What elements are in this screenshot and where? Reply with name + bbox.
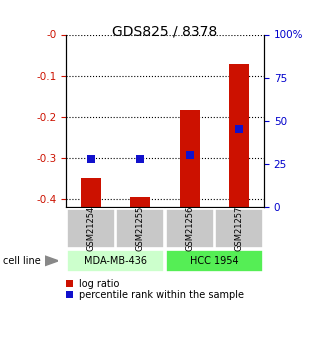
Point [88,156,93,161]
Text: cell line: cell line [3,256,41,266]
Point [237,127,242,132]
Bar [229,65,249,207]
Point [187,152,192,158]
Text: GSM21257: GSM21257 [235,206,244,251]
Text: HCC 1954: HCC 1954 [190,256,239,266]
Polygon shape [45,256,58,266]
Text: MDA-MB-436: MDA-MB-436 [84,256,147,266]
Text: GSM21254: GSM21254 [86,206,95,251]
Text: GSM21255: GSM21255 [136,206,145,251]
Bar [81,178,101,207]
Bar [180,110,200,207]
Text: GSM21256: GSM21256 [185,206,194,251]
Text: GDS825 / 8378: GDS825 / 8378 [113,24,217,38]
Text: percentile rank within the sample: percentile rank within the sample [79,290,244,299]
Bar [130,197,150,207]
Point [138,156,143,161]
Text: log ratio: log ratio [79,279,119,288]
